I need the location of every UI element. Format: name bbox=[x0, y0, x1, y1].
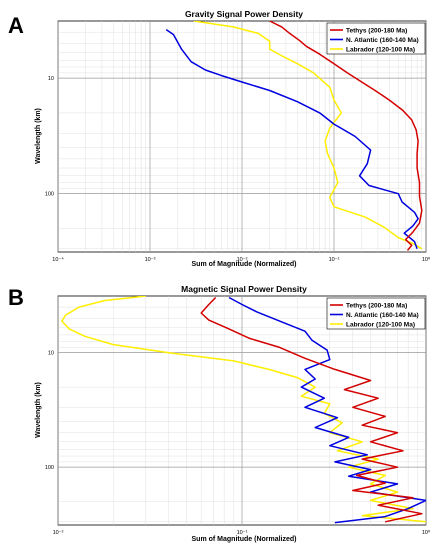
gravity-panel: A Gravity Signal Power Density 10⁻⁴ 10⁻³ 1… bbox=[8, 9, 431, 268]
magnetic-series-lines bbox=[61, 296, 426, 524]
panel-b-label: B bbox=[8, 285, 24, 310]
magnetic-gridlines bbox=[57, 296, 427, 525]
magnetic-legend: Tethys (200-180 Ma) N. Atlantic (160-140 … bbox=[326, 297, 426, 330]
series-line-tethys bbox=[200, 296, 423, 523]
series-line-natlantic bbox=[228, 296, 426, 524]
series-line-labrador bbox=[61, 296, 426, 523]
series-line-natlantic bbox=[165, 28, 419, 250]
legend-label-natlantic: N. Atlantic (160-140 Ma) bbox=[346, 312, 419, 319]
series-line-tethys bbox=[269, 21, 423, 251]
x-tick-label: 10⁻¹ bbox=[329, 257, 340, 263]
gravity-legend-box bbox=[326, 22, 426, 55]
magnetic-x-axis-label: Sum of Magnitude (Normalized) bbox=[192, 536, 297, 543]
gravity-y-axis-label: Wavelength (km) bbox=[35, 108, 42, 164]
x-tick-label: 10⁻³ bbox=[145, 257, 156, 263]
y-tick-label: 10 bbox=[48, 76, 54, 82]
gravity-legend: Tethys (200-180 Ma) N. Atlantic (160-140 … bbox=[326, 22, 426, 55]
legend-label-labrador: Labrador (120-100 Ma) bbox=[346, 46, 415, 53]
y-tick-label: 10 bbox=[48, 351, 54, 357]
y-tick-label: 100 bbox=[45, 465, 54, 471]
x-tick-label: 10⁻² bbox=[237, 257, 248, 263]
legend-label-tethys: Tethys (200-180 Ma) bbox=[346, 27, 407, 34]
x-tick-label: 10⁰ bbox=[422, 529, 431, 536]
y-tick-label: 100 bbox=[45, 192, 54, 198]
x-tick-label: 10⁻⁴ bbox=[52, 256, 64, 263]
magnetic-legend-box bbox=[326, 297, 426, 330]
series-line-labrador bbox=[193, 21, 423, 250]
gravity-chart-title: Gravity Signal Power Density bbox=[185, 9, 303, 19]
x-tick-label: 10⁻² bbox=[53, 530, 64, 536]
gravity-gridlines bbox=[57, 21, 427, 252]
gravity-tick-labels: 10⁻⁴ 10⁻³ 10⁻² 10⁻¹ 10⁰ 10 100 bbox=[45, 76, 431, 263]
magnetic-tick-labels: 10⁻² 10⁻¹ 10⁰ 10 100 bbox=[45, 351, 431, 536]
legend-label-labrador: Labrador (120-100 Ma) bbox=[346, 321, 415, 328]
panel-a-label: A bbox=[8, 13, 24, 38]
x-tick-label: 10⁻¹ bbox=[237, 530, 248, 536]
legend-label-tethys: Tethys (200-180 Ma) bbox=[346, 302, 407, 309]
magnetic-chart-title: Magnetic Signal Power Density bbox=[181, 284, 307, 294]
magnetic-panel: B Magnetic Signal Power Density 10⁻² 10⁻¹… bbox=[8, 284, 431, 543]
legend-label-natlantic: N. Atlantic (160-140 Ma) bbox=[346, 37, 419, 44]
gravity-x-axis-label: Sum of Magnitude (Normalized) bbox=[192, 261, 297, 268]
x-tick-label: 10⁰ bbox=[422, 256, 431, 263]
gravity-series-lines bbox=[165, 21, 423, 251]
magnetic-y-axis-label: Wavelength (km) bbox=[35, 382, 42, 438]
